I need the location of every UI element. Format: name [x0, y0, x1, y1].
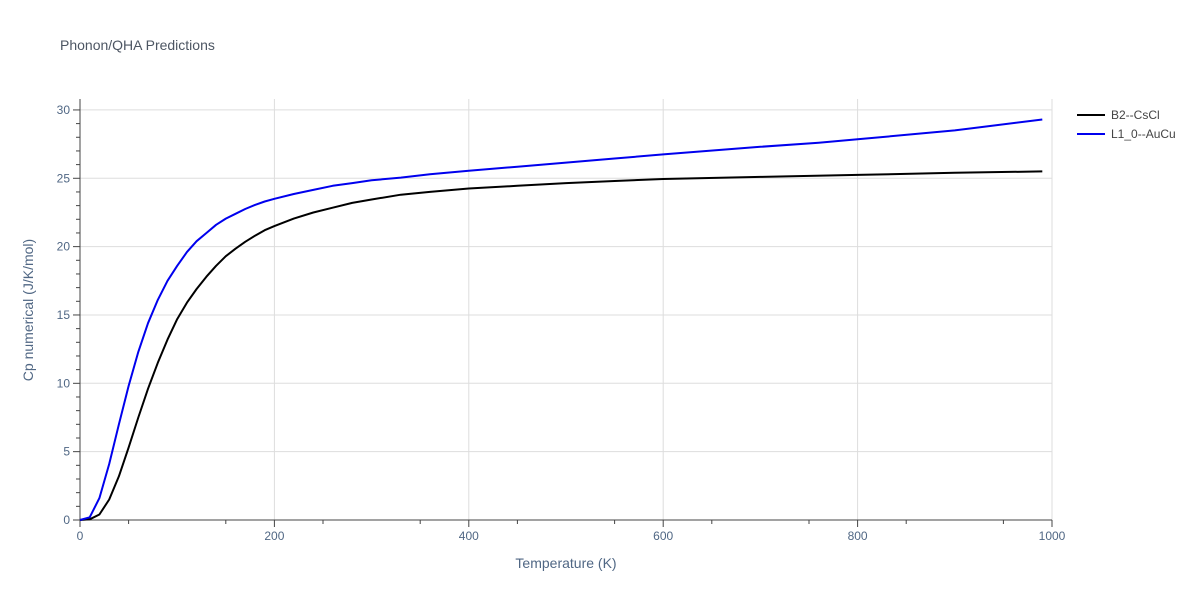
- y-axis-title: Cp numerical (J/K/mol): [20, 239, 36, 381]
- y-tick-label: 0: [63, 513, 70, 527]
- x-tick-label: 0: [77, 529, 84, 543]
- legend-item-1[interactable]: L1_0--AuCu: [1077, 127, 1176, 141]
- x-tick-label: 200: [264, 529, 284, 543]
- y-tick-label: 15: [57, 308, 71, 322]
- y-tick-label: 25: [57, 171, 71, 185]
- y-tick-label: 5: [63, 445, 70, 459]
- series-lines: [79, 118, 1043, 521]
- series-line-0: [79, 170, 1043, 521]
- legend-item-0[interactable]: B2--CsCl: [1077, 108, 1160, 122]
- x-tick-label: 1000: [1039, 529, 1066, 543]
- x-tick-label: 400: [459, 529, 479, 543]
- legend-label: L1_0--AuCu: [1111, 127, 1176, 141]
- chart-title: Phonon/QHA Predictions: [60, 37, 215, 53]
- y-axis-ticks: 0 5 10 15 20 25 30: [57, 103, 80, 527]
- x-axis-ticks: 0 200 400 600 800 1000: [77, 520, 1066, 543]
- axes: [79, 99, 1052, 521]
- series-line-1: [79, 118, 1043, 521]
- x-tick-label: 800: [848, 529, 868, 543]
- y-tick-label: 20: [57, 240, 71, 254]
- y-tick-label: 10: [57, 376, 71, 390]
- legend-label: B2--CsCl: [1111, 108, 1160, 122]
- y-tick-label: 30: [57, 103, 71, 117]
- x-tick-label: 600: [653, 529, 673, 543]
- grid: [80, 99, 1053, 520]
- legend[interactable]: B2--CsCl L1_0--AuCu: [1077, 108, 1176, 141]
- x-axis-title: Temperature (K): [515, 555, 616, 571]
